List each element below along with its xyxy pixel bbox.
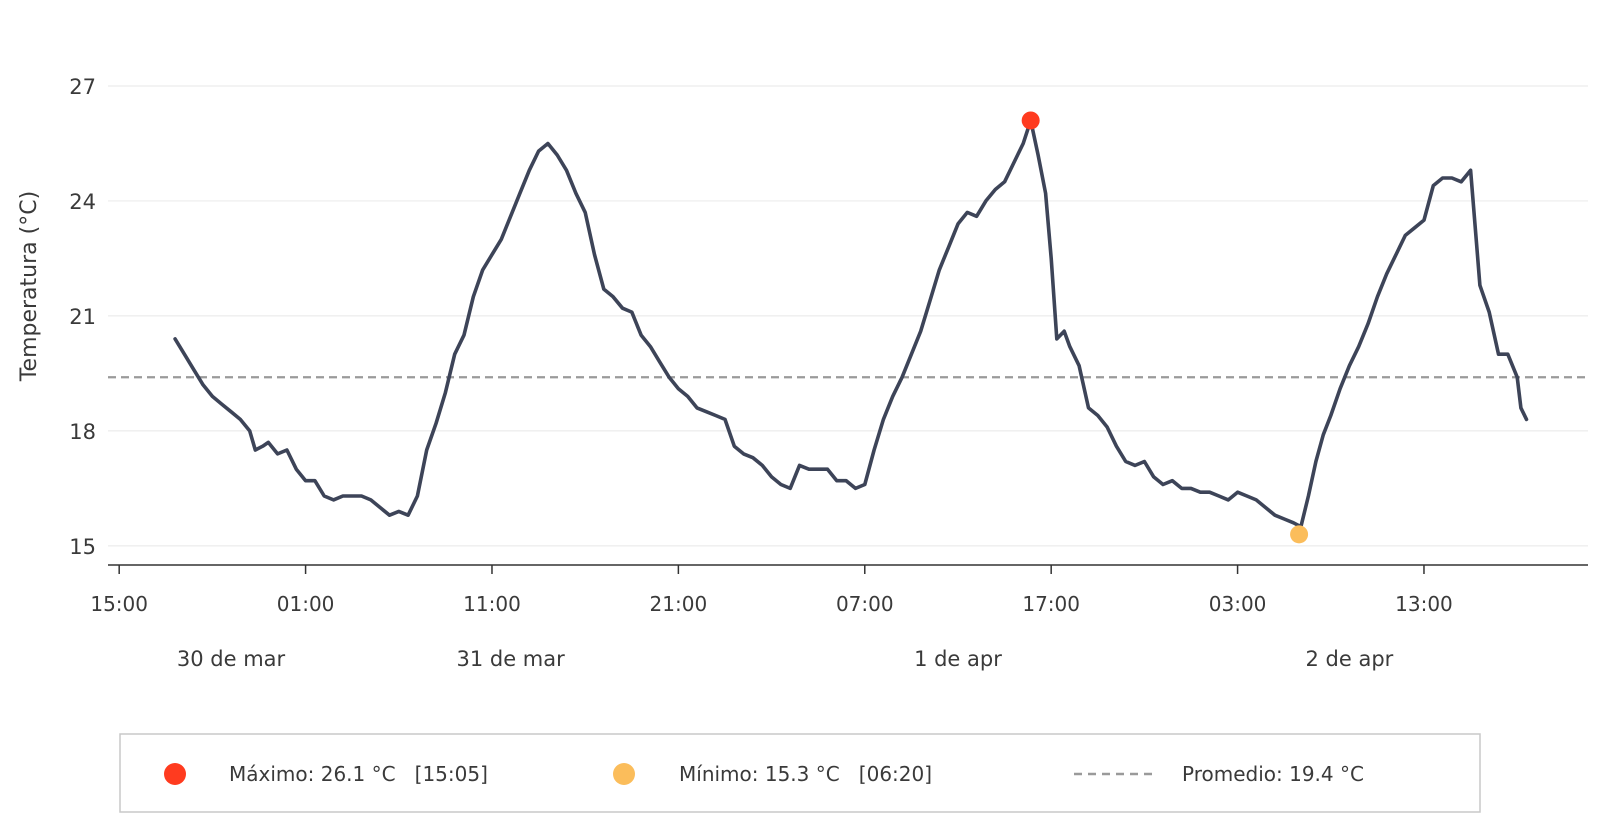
temperature-series-line xyxy=(173,118,1529,529)
date-label: 2 de apr xyxy=(1306,647,1394,671)
y-tick-label: 27 xyxy=(69,75,96,99)
legend-max-marker xyxy=(164,763,186,785)
x-tick-label: 13:00 xyxy=(1395,592,1453,616)
min-point-marker xyxy=(1290,525,1309,544)
x-tick-label: 07:00 xyxy=(836,592,894,616)
max-point-marker xyxy=(1021,111,1040,130)
y-tick-label: 24 xyxy=(69,190,96,214)
legend-min-label: Mínimo: 15.3 °C [06:20] xyxy=(679,762,932,786)
x-tick-label: 03:00 xyxy=(1209,592,1267,616)
x-tick-label: 15:00 xyxy=(90,592,148,616)
y-tick-label: 15 xyxy=(69,535,96,559)
y-tick-label: 21 xyxy=(69,305,96,329)
x-tick-label: 11:00 xyxy=(463,592,521,616)
date-label: 31 de mar xyxy=(456,647,565,671)
markers xyxy=(1021,111,1309,544)
x-tick-label: 17:00 xyxy=(1022,592,1080,616)
date-label: 1 de apr xyxy=(914,647,1002,671)
legend-average-label: Promedio: 19.4 °C xyxy=(1182,762,1364,786)
legend: Máximo: 26.1 °C [15:05] Mínimo: 15.3 °C … xyxy=(119,733,1481,813)
date-label: 30 de mar xyxy=(177,647,286,671)
axes: 15 18 21 24 27 15:00 01:00 11:00 21:00 07:00 17:00… xyxy=(69,75,1588,671)
grid-lines xyxy=(108,85,1588,547)
x-tick-label: 21:00 xyxy=(650,592,708,616)
legend-min-marker xyxy=(613,763,635,785)
y-tick-label: 18 xyxy=(69,420,96,444)
y-axis-title: Temperatura (°C) xyxy=(17,191,42,382)
x-tick-label: 01:00 xyxy=(277,592,335,616)
legend-max-label: Máximo: 26.1 °C [15:05] xyxy=(229,762,488,786)
legend-box xyxy=(119,733,1481,813)
series-layer xyxy=(173,118,1529,529)
